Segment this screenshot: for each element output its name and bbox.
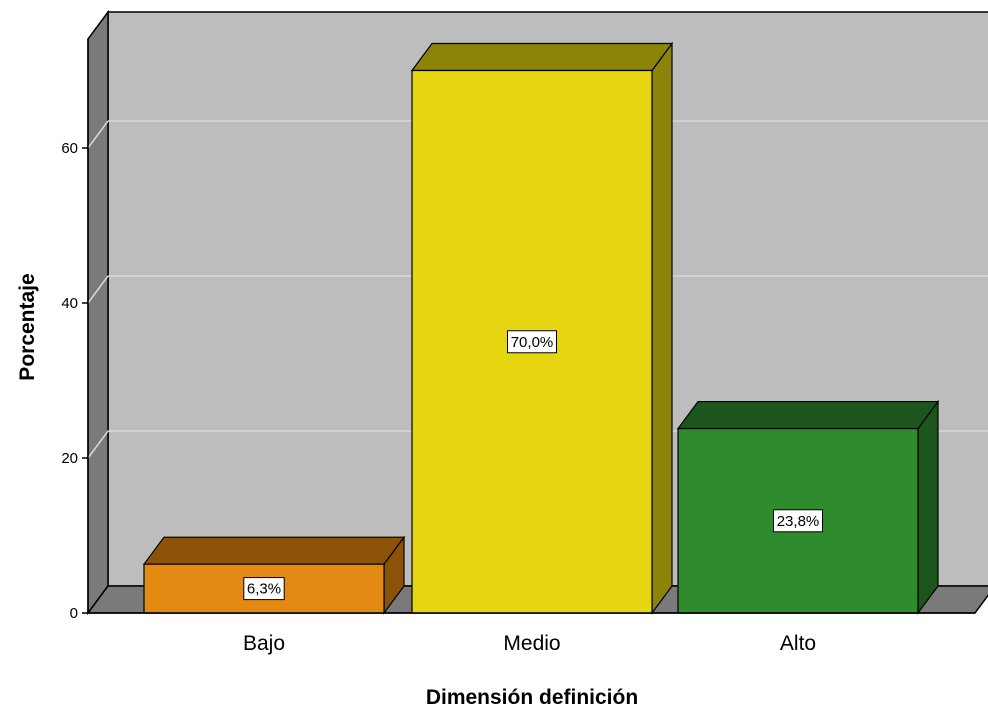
data-label-box	[773, 509, 823, 533]
y-tick-label: 60	[61, 140, 78, 157]
bars	[142, 41, 940, 615]
bar-top	[142, 536, 406, 565]
y-axis-title: Porcentaje	[16, 273, 39, 380]
grid-line-side	[87, 430, 109, 459]
x-axis: Bajo Medio Alto	[88, 612, 975, 655]
bar-side	[651, 41, 673, 615]
data-label: 70,0%	[507, 330, 557, 354]
left-wall	[87, 9, 109, 616]
data-label-text: 23,8%	[777, 513, 820, 530]
data-labels: 6,3% 70,0% 23,8%	[243, 330, 823, 601]
grid-line-side	[87, 120, 109, 149]
y-tick-label: 0	[70, 605, 78, 622]
bar-bajo	[142, 535, 406, 615]
data-label: 23,8%	[773, 509, 823, 533]
y-tick-label: 20	[61, 450, 78, 467]
bar-medio	[410, 41, 674, 615]
data-label-text: 6,3%	[247, 581, 281, 598]
x-tick-label: Medio	[503, 632, 560, 655]
x-axis-title: Dimensión definición	[426, 686, 638, 709]
y-tick-label: 40	[61, 295, 78, 312]
data-label-box	[243, 577, 285, 601]
bar-top	[410, 42, 674, 72]
x-tick-label: Alto	[780, 632, 816, 655]
grid-line-side	[87, 275, 109, 304]
data-label-box	[507, 330, 557, 354]
data-label-text: 70,0%	[511, 334, 554, 351]
bar-alto	[676, 399, 940, 615]
bar-top	[676, 400, 940, 430]
y-axis: 0 20 40 60	[61, 39, 89, 622]
x-tick-label: Bajo	[243, 632, 285, 655]
bar-side	[917, 399, 939, 615]
data-label: 6,3%	[243, 577, 285, 601]
